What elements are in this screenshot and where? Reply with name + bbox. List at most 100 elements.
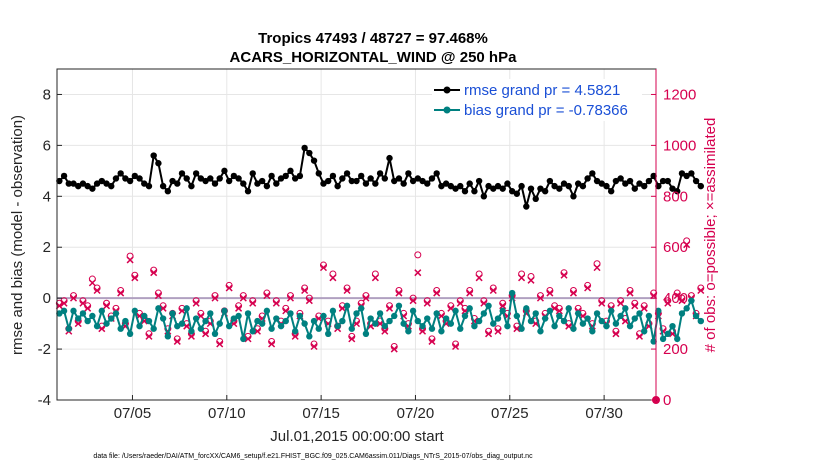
rmse-point [593,177,601,185]
y-left-tick-label: 4 [43,188,51,205]
bias-point [391,312,398,320]
obs-assimilated-marker [187,332,195,340]
bias-point [626,322,634,330]
rmse-point [433,170,440,177]
rmse-point [249,170,256,177]
bias-point [192,315,200,322]
rmse-point [457,182,464,190]
rmse-point [192,170,200,177]
x-tick-label: 07/30 [585,405,623,422]
obs-assimilated-marker [419,327,427,335]
bias-point [617,312,624,320]
rmse-point [612,177,620,185]
rmse-point [79,180,87,187]
obs-assimilated-marker [154,292,162,300]
bias-point [306,333,313,340]
rmse-point [70,180,77,187]
legend-rmse-label: rmse grand pr = 4.5821 [464,82,620,99]
y-right-tick-label: 600 [663,239,688,256]
rmse-point [235,175,242,182]
bias-point [178,320,186,327]
bias-point [98,307,106,315]
bias-point [438,328,445,335]
rmse-point [282,172,289,180]
rmse-point [188,182,195,190]
rmse-point [376,170,384,177]
rmse-point [207,175,214,182]
bias-point [546,307,554,315]
obs-assimilated-marker [536,294,544,302]
bias-point [93,322,101,330]
rmse-point [339,175,346,182]
rmse-point [315,170,322,177]
obs-assimilated-marker [494,327,502,335]
bias-point [211,330,219,337]
x-tick-label: 07/15 [302,405,340,422]
bias-point [353,310,360,317]
obs-assimilated-marker [263,292,271,300]
obs-assimilated-marker [546,289,554,297]
obs-assimilated-marker [560,271,568,279]
rmse-point [287,167,294,175]
rmse-point [150,152,157,159]
bias-point [683,305,690,312]
obs-assimilated-marker [475,274,483,282]
rmse-point [122,175,129,182]
obs-assimilated-marker [555,307,563,315]
obs-possible-marker [414,251,422,259]
rmse-point [579,182,587,190]
y-left-tick-label: 2 [43,239,51,256]
bias-point [174,322,181,330]
obs-assimilated-marker [268,340,276,348]
obs-assimilated-marker [593,264,601,272]
bias-point [150,325,157,332]
bias-point [315,325,322,332]
rmse-point [56,177,63,185]
rmse-point [466,180,473,187]
bias-point [409,307,417,315]
obs-assimilated-marker [456,299,464,307]
bias-point [225,322,233,330]
data-file-footnote: data file: /Users/raeder/DAI/ATM_forcXX/… [93,453,533,460]
chart-title: Tropics 47493 / 48727 = 97.468% [258,30,488,47]
bias-point [494,315,502,322]
obs-assimilated-marker [286,294,294,302]
bias-point [636,310,643,317]
rmse-point [211,180,219,187]
bias-point [235,312,242,320]
rmse-point [617,175,624,182]
rmse-point [98,177,106,185]
rmse-point [348,177,355,185]
rmse-point [584,175,591,182]
bias-point [527,317,535,325]
bias-point [697,317,705,325]
obs-assimilated-marker [485,330,493,338]
rmse-point [65,180,72,187]
bias-point [674,335,681,343]
rmse-point [678,170,686,177]
rmse-point [400,180,407,187]
bias-point [244,310,252,317]
rmse-point [494,182,502,190]
rmse-point [471,188,478,195]
rmse-point [513,190,521,197]
bias-point [183,305,190,312]
rmse-point [136,175,143,182]
chart-subtitle: ACARS_HORIZONTAL_WIND @ 250 hPa [230,49,518,66]
bias-point [579,320,587,327]
obs-assimilated-marker [202,330,210,338]
bias-point [207,310,214,317]
bias-point [79,310,87,317]
rmse-point [570,193,577,200]
rmse-point [296,172,304,180]
obs-assimilated-marker [428,337,436,345]
obs-assimilated-marker [84,304,92,312]
obs-assimilated-marker [301,286,309,295]
bias-point [169,310,176,317]
rmse-point [103,180,110,187]
obs-assimilated-marker [291,332,299,340]
bias-point [466,305,473,312]
obs-assimilated-marker [319,264,328,272]
bias-point [202,317,209,325]
bias-point [301,320,308,327]
